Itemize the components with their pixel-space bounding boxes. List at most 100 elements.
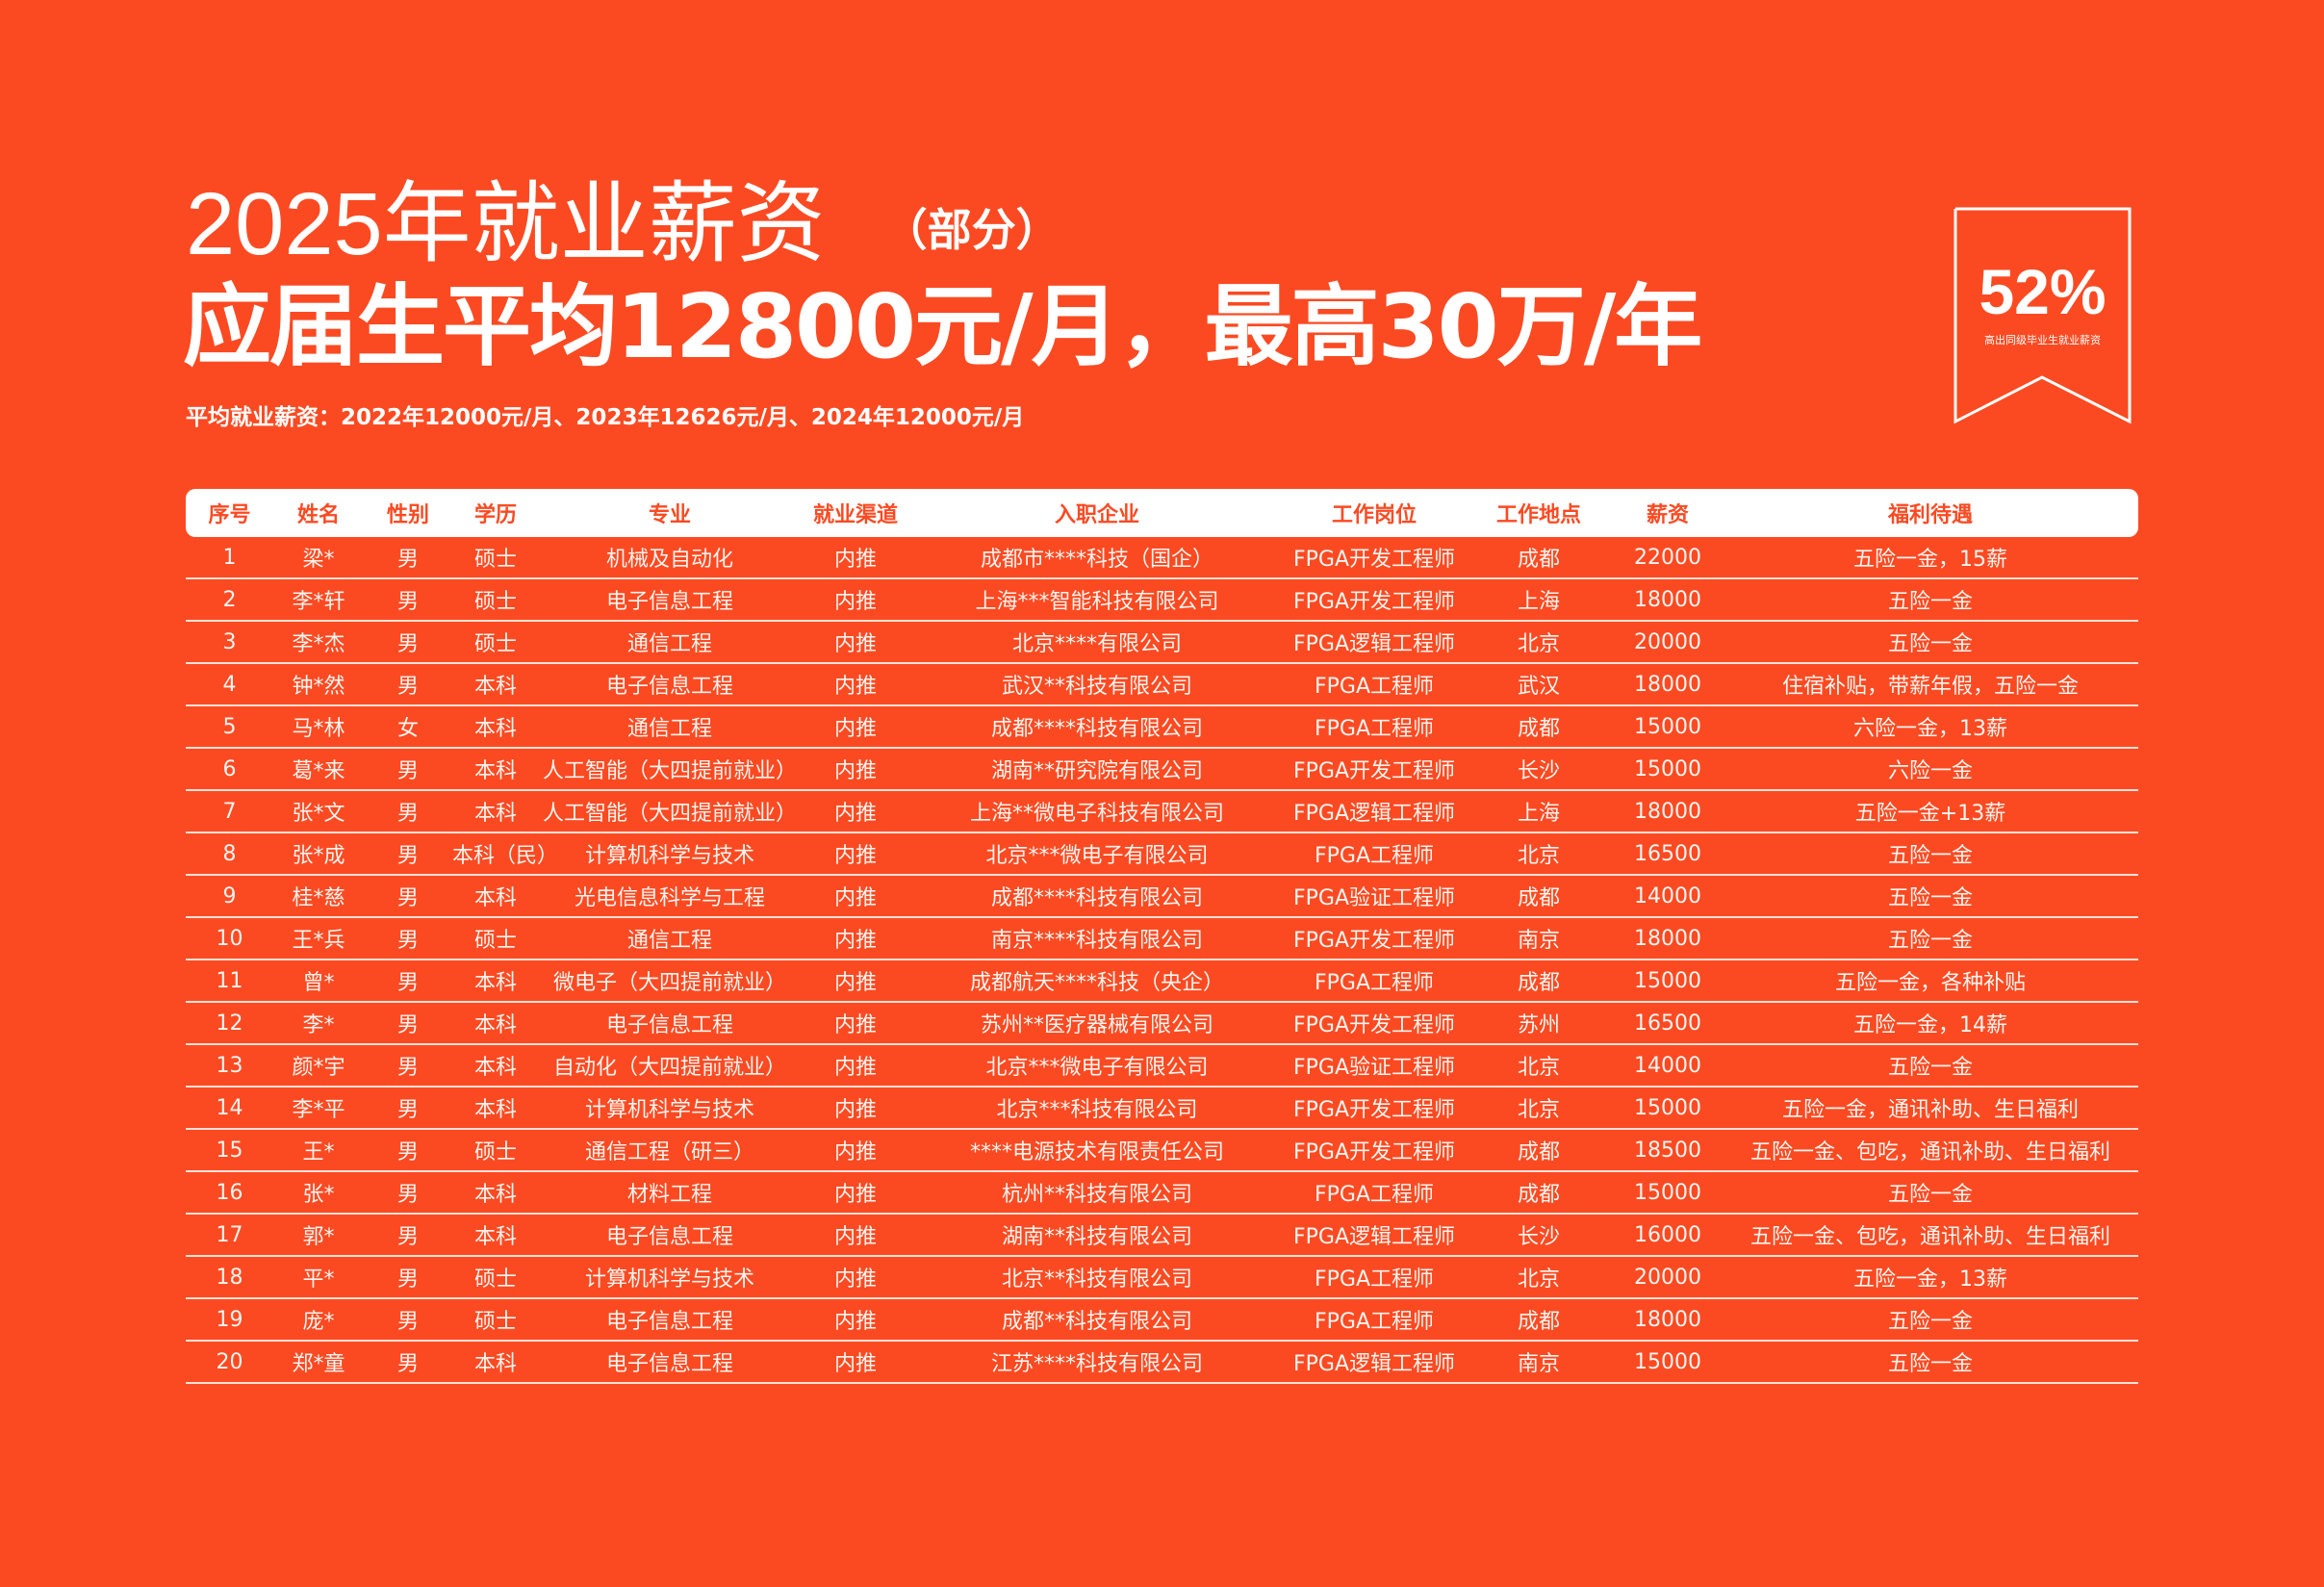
table-cell: ****电源技术有限责任公司 xyxy=(910,1129,1284,1172)
table-cell: 五险一金 xyxy=(1723,832,2138,876)
table-cell: 硕士 xyxy=(452,1298,539,1342)
table-cell: 湖南**科技有限公司 xyxy=(910,1214,1284,1257)
badge-caption: 高出同级毕业生就业薪资 xyxy=(1984,334,2101,346)
table-cell: 3 xyxy=(186,621,273,664)
table-cell: 内推 xyxy=(801,621,910,664)
table-cell: 15 xyxy=(186,1129,273,1172)
salary-table: 序号 姓名 性别 学历 专业 就业渠道 入职企业 工作岗位 工作地点 薪资 福利待遇 1 梁* 男硕士机… xyxy=(186,489,2138,1384)
table-cell: 本科 xyxy=(452,1214,539,1257)
table-row: 2 李*轩男硕士 电子信息工程 内推 上海***智能科技有限公司 FPGA开发工程师 上海 1… xyxy=(186,578,2138,622)
headline: 应届生平均12800元/月，最高30万/年 xyxy=(183,275,1702,378)
column-header: 序号 xyxy=(186,489,273,537)
table-cell: 计算机科学与技术 xyxy=(539,1256,801,1299)
column-header: 入职企业 xyxy=(910,489,1284,537)
table-cell: 内推 xyxy=(801,663,910,706)
table-cell: 成都**科技有限公司 xyxy=(910,1298,1284,1342)
table-cell: 湖南**研究院有限公司 xyxy=(910,748,1284,791)
table-cell: 成都 xyxy=(1465,1129,1613,1172)
table-cell: 9 xyxy=(186,875,273,918)
table-cell: 五险一金 xyxy=(1723,1341,2138,1384)
table-cell: 男 xyxy=(364,875,452,918)
table-cell: FPGA验证工程师 xyxy=(1284,875,1465,918)
table-cell: 18000 xyxy=(1613,790,1723,833)
table-cell: 成都市****科技（国企） xyxy=(910,537,1284,579)
table-cell: FPGA逻辑工程师 xyxy=(1284,621,1465,664)
table-cell: 计算机科学与技术 xyxy=(539,1087,801,1130)
subtitle: 平均就业薪资：2022年12000元/月、2023年12626元/月、2024年… xyxy=(186,405,1025,430)
table-cell: FPGA开发工程师 xyxy=(1284,1087,1465,1130)
table-cell: 男 xyxy=(364,1341,452,1384)
table-cell: 电子信息工程 xyxy=(539,578,801,622)
table-cell: 15000 xyxy=(1613,748,1723,791)
table-cell: 18 xyxy=(186,1256,273,1299)
table-cell: 五险一金 xyxy=(1723,1298,2138,1342)
column-header: 性别 xyxy=(364,489,452,537)
table-cell: 六险一金 xyxy=(1723,748,2138,791)
table-row: 14 李*平男本科 计算机科学与技术 内推 北京***科技有限公司 FPGA开发工程师 北京… xyxy=(186,1087,2138,1130)
table-cell: FPGA开发工程师 xyxy=(1284,748,1465,791)
table-cell: 成都航天****科技（央企） xyxy=(910,960,1284,1003)
table-cell: 男 xyxy=(364,1298,452,1342)
table-cell: 五险一金 xyxy=(1723,1044,2138,1088)
table-cell: 13 xyxy=(186,1044,273,1088)
table-cell: 通信工程 xyxy=(539,621,801,664)
table-cell: 北京***微电子有限公司 xyxy=(910,832,1284,876)
table-cell: 4 xyxy=(186,663,273,706)
table-cell: 通信工程（研三） xyxy=(539,1129,801,1172)
table-cell: 内推 xyxy=(801,1341,910,1384)
table-cell: 6 xyxy=(186,748,273,791)
table-cell: 内推 xyxy=(801,705,910,749)
table-cell: 内推 xyxy=(801,1298,910,1342)
table-cell: FPGA开发工程师 xyxy=(1284,578,1465,622)
table-cell: FPGA开发工程师 xyxy=(1284,537,1465,579)
table-cell: FPGA工程师 xyxy=(1284,960,1465,1003)
table-cell: 李*平 xyxy=(273,1087,364,1130)
badge-value: 52% xyxy=(1979,256,2107,327)
table-cell: FPGA开发工程师 xyxy=(1284,1129,1465,1172)
table-row: 6 葛*来男本科 人工智能（大四提前就业） 内推 湖南**研究院有限公司 FPGA开发工程… xyxy=(186,748,2138,791)
table-cell: 北京***微电子有限公司 xyxy=(910,1044,1284,1088)
table-cell: 20000 xyxy=(1613,621,1723,664)
column-header: 薪资 xyxy=(1613,489,1723,537)
table-cell: 男 xyxy=(364,748,452,791)
table-cell: 7 xyxy=(186,790,273,833)
table-cell: 五险一金、包吃，通讯补助、生日福利 xyxy=(1723,1129,2138,1172)
table-cell: 本科 xyxy=(452,1044,539,1088)
table-cell: 成都 xyxy=(1465,705,1613,749)
table-cell: 本科 xyxy=(452,875,539,918)
table-cell: 马*林 xyxy=(273,705,364,749)
table-cell: 本科（民） xyxy=(452,832,558,876)
table-cell: 内推 xyxy=(801,832,910,876)
table-cell: 男 xyxy=(364,1087,452,1130)
table-cell: 北京 xyxy=(1465,1256,1613,1299)
table-cell: 机械及自动化 xyxy=(539,537,801,579)
table-cell: 内推 xyxy=(801,790,910,833)
table-cell: 17 xyxy=(186,1214,273,1257)
table-cell: 电子信息工程 xyxy=(539,1298,801,1342)
table-row: 18 平* 男硕士 计算机科学与技术 内推 北京**科技有限公司 FPGA工程师 北京 2000… xyxy=(186,1256,2138,1299)
table-cell: 通信工程 xyxy=(539,917,801,960)
table-cell: 本科 xyxy=(452,790,539,833)
table-row: 7 张*文男本科 人工智能（大四提前就业） 内推 上海**微电子科技有限公司 FPGA逻辑… xyxy=(186,790,2138,833)
table-cell: 成都 xyxy=(1465,1298,1613,1342)
table-row: 10 王*兵男硕士 通信工程 内推 南京****科技有限公司 FPGA开发工程师 南京 180… xyxy=(186,917,2138,960)
table-cell: 武汉 xyxy=(1465,663,1613,706)
table-cell: 本科 xyxy=(452,960,539,1003)
table-cell: 本科 xyxy=(452,748,539,791)
table-row: 3 李*杰男硕士 通信工程 内推 北京****有限公司 FPGA逻辑工程师 北京 20000 五… xyxy=(186,621,2138,664)
table-cell: 成都 xyxy=(1465,960,1613,1003)
table-cell: 内推 xyxy=(801,960,910,1003)
table-cell: 五险一金、包吃，通讯补助、生日福利 xyxy=(1723,1214,2138,1257)
table-cell: 南京 xyxy=(1465,1341,1613,1384)
table-cell: 18000 xyxy=(1613,917,1723,960)
table-cell: 五险一金 xyxy=(1723,917,2138,960)
table-cell: FPGA工程师 xyxy=(1284,1256,1465,1299)
table-cell: 光电信息科学与工程 xyxy=(539,875,801,918)
table-cell: 内推 xyxy=(801,917,910,960)
table-cell: 张*成 xyxy=(273,832,364,876)
table-cell: 硕士 xyxy=(452,1256,539,1299)
table-cell: 颜*宇 xyxy=(273,1044,364,1088)
ribbon-badge: 52% 高出同级毕业生就业薪资 xyxy=(1954,207,2132,423)
table-cell: 5 xyxy=(186,705,273,749)
table-cell: 18500 xyxy=(1613,1129,1723,1172)
